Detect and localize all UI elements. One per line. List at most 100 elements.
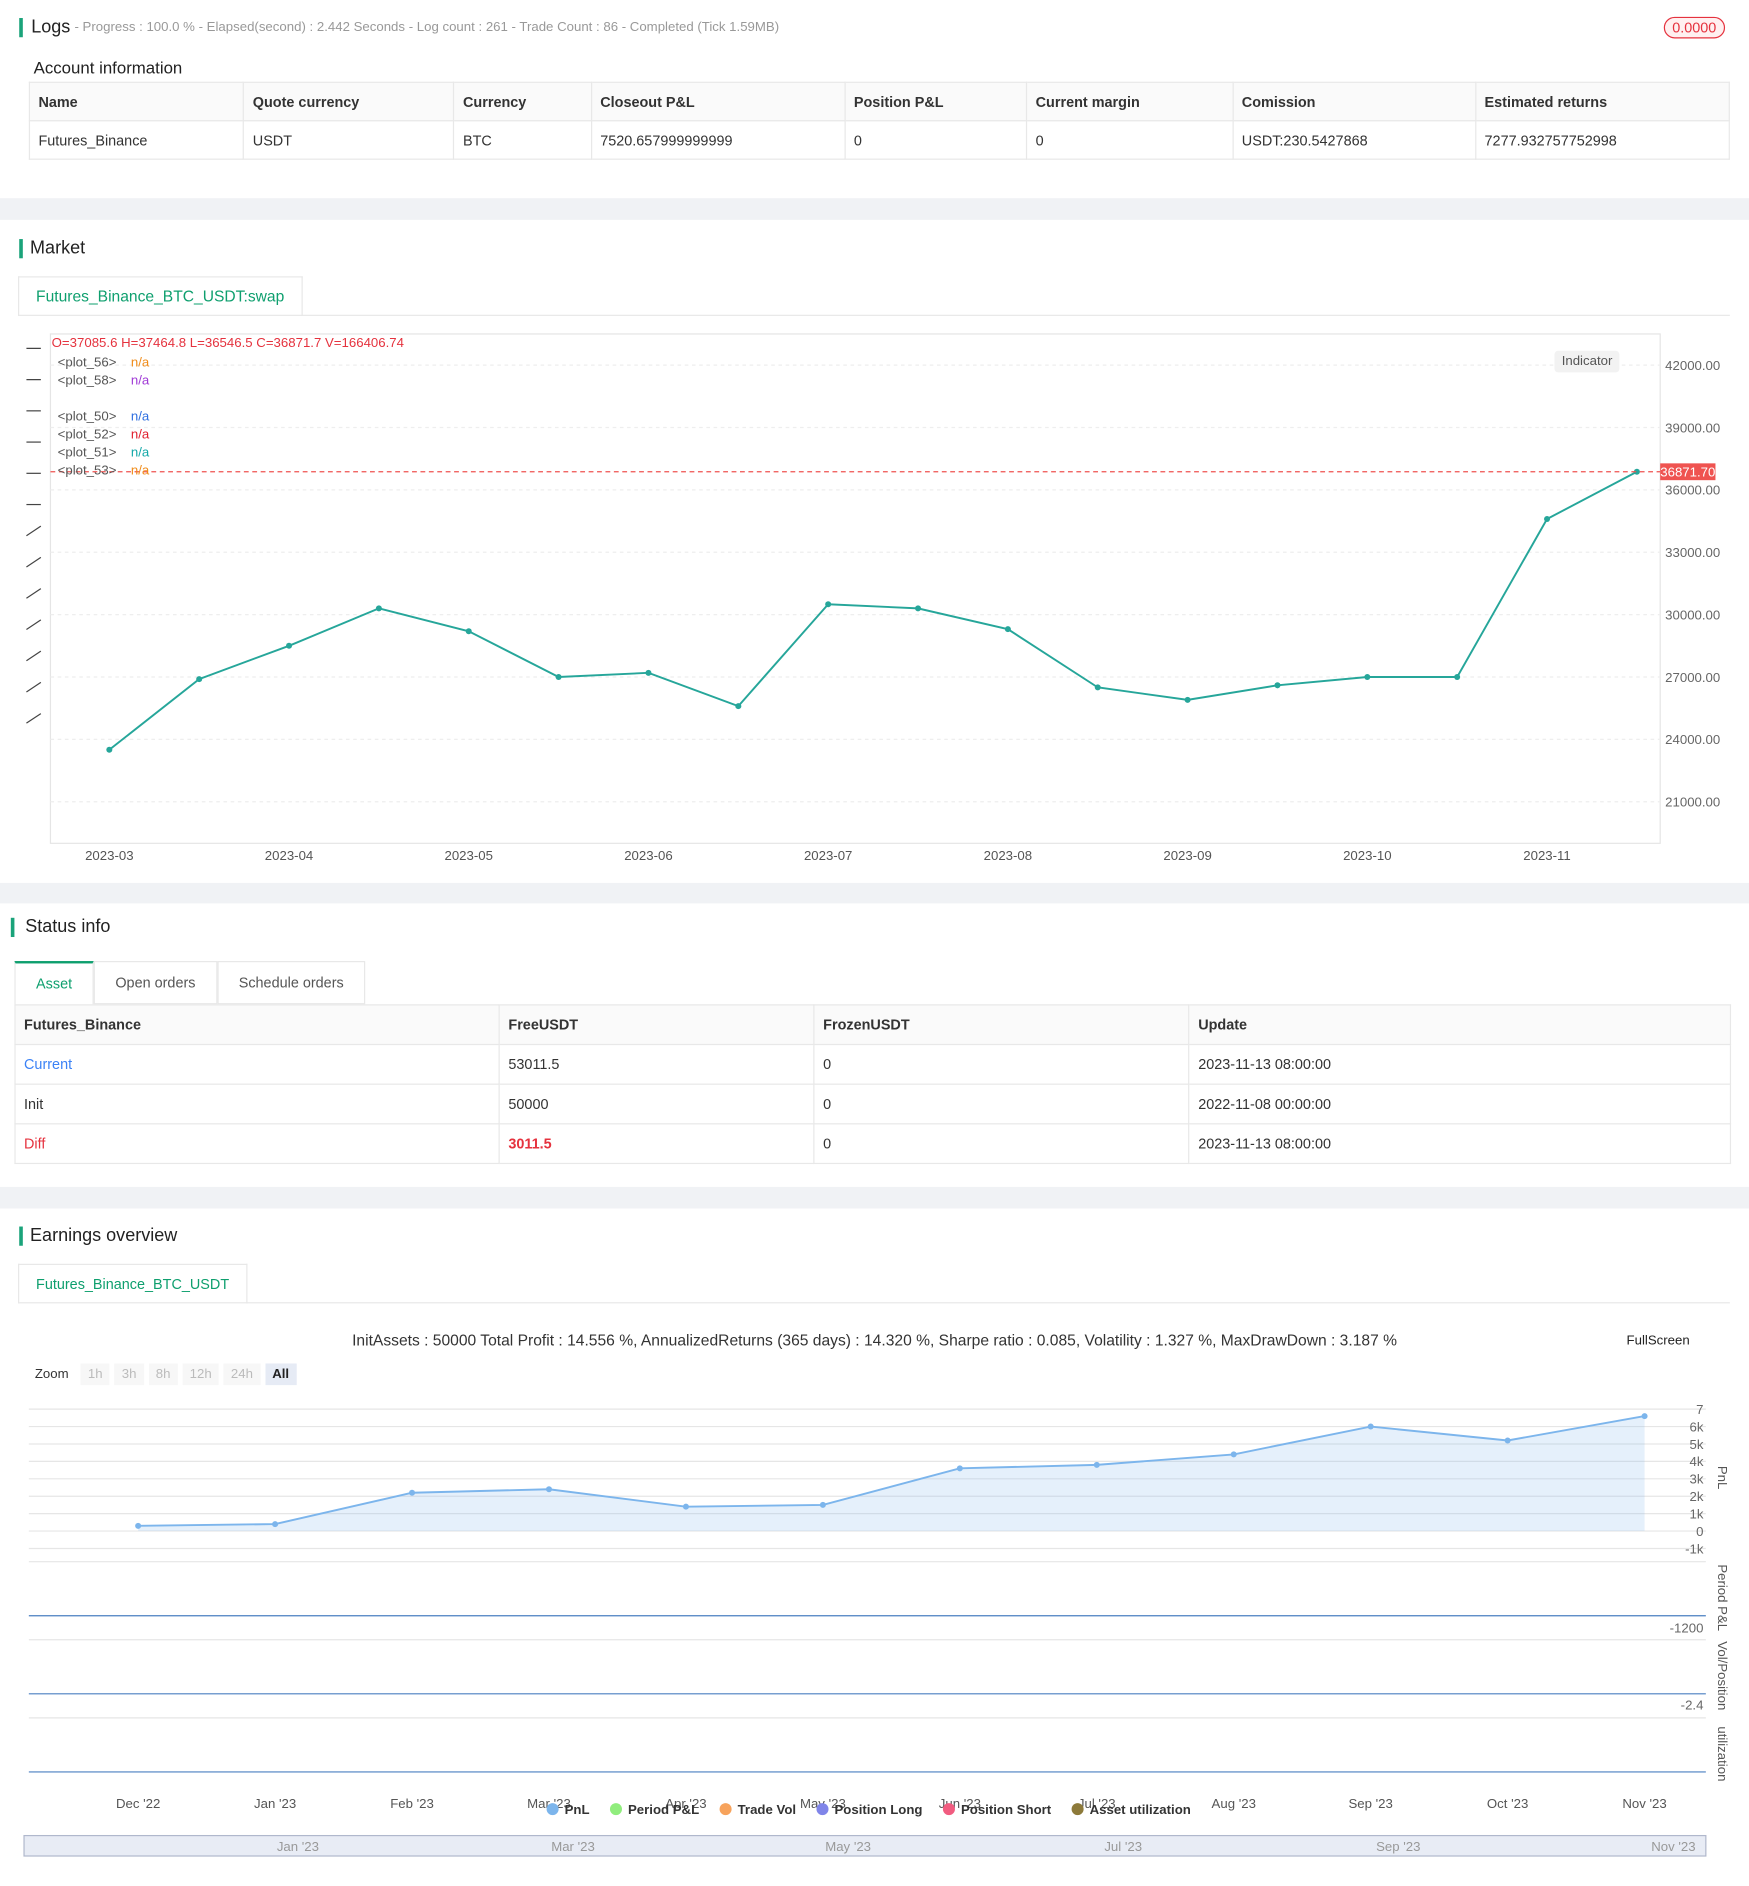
earnings-tab[interactable]: Futures_Binance_BTC_USDT: [18, 1263, 248, 1304]
x-tick-label: 2023-03: [85, 848, 133, 863]
x-tick-label: Apr '23: [665, 1796, 706, 1811]
y-tick-label: 5k: [1689, 1437, 1703, 1452]
legend-label[interactable]: Period P&L: [628, 1802, 699, 1817]
x-tick-label: Nov '23: [1622, 1796, 1666, 1811]
point: [915, 605, 922, 612]
x-tick-label: Jan '23: [254, 1796, 296, 1811]
row: Diff 3011.5 0 2023-11-13 08:00:00: [14, 1123, 1732, 1165]
x-tick-label: Dec '22: [116, 1796, 160, 1811]
point: [1274, 682, 1281, 689]
legend-label[interactable]: Position Long: [834, 1802, 922, 1817]
legend-label[interactable]: Trade Vol: [738, 1802, 796, 1817]
legend-marker: [609, 1803, 622, 1816]
x-tick-label: 2023-07: [804, 848, 852, 863]
legend-marker: [719, 1803, 732, 1816]
navigator-label: Jan '23: [277, 1839, 319, 1854]
header-cell: FreeUSDT: [498, 1004, 815, 1046]
zoom-button[interactable]: 12h: [182, 1363, 219, 1386]
accent: [10, 917, 15, 938]
zoom-bar: Zoom 1h 3h 8h 12h 24h All: [28, 1363, 301, 1386]
point: [1230, 1451, 1237, 1458]
x-tick-label: Sep '23: [1348, 1796, 1392, 1811]
axis-title: Vol/Position: [1715, 1641, 1730, 1710]
cell: Init: [14, 1083, 500, 1125]
point: [1633, 468, 1640, 475]
y-tick-label: 7: [1696, 1402, 1703, 1417]
point: [1093, 1461, 1100, 1468]
plot-entry: <plot_56> n/a: [58, 354, 150, 372]
point: [286, 642, 293, 649]
y-tick-label: 2k: [1689, 1489, 1703, 1504]
point: [1454, 673, 1461, 680]
legend-label[interactable]: Position Short: [961, 1802, 1052, 1817]
x-tick-label: Oct '23: [1487, 1796, 1528, 1811]
point: [1641, 1413, 1648, 1420]
area: [138, 1416, 1645, 1532]
cell: BTC: [453, 120, 592, 160]
tab-line: [18, 1302, 1730, 1304]
plot-name: <plot_58>: [57, 373, 117, 389]
zoom-button[interactable]: 1h: [80, 1363, 110, 1386]
y-tick-label: -1k: [1685, 1541, 1704, 1556]
separator: [0, 1186, 1749, 1209]
y-tick-label: 3k: [1689, 1472, 1703, 1487]
navigator-label: May '23: [825, 1839, 871, 1854]
cell: 0: [813, 1123, 1190, 1165]
point: [1094, 684, 1101, 691]
tool-icon: [26, 556, 42, 568]
plot-value: n/a: [130, 445, 150, 461]
series-line: [108, 470, 1638, 751]
zoom-button[interactable]: 8h: [148, 1363, 178, 1386]
x-tick-label: Mar '23: [527, 1796, 571, 1811]
zoom-button[interactable]: All: [264, 1363, 297, 1386]
zoom-button[interactable]: 24h: [223, 1363, 261, 1386]
x-tick-label: 2023-10: [1343, 848, 1391, 863]
point: [682, 1503, 689, 1510]
accent: [19, 239, 23, 259]
legend-label[interactable]: Asset utilization: [1090, 1802, 1191, 1817]
y-tick-label: 30000.00: [1665, 607, 1720, 622]
logs-title: Logs: [31, 16, 71, 38]
separator: [0, 882, 1749, 904]
point: [375, 605, 382, 612]
plot-name: <plot_50>: [57, 409, 117, 425]
x-tick-label: 2023-08: [984, 848, 1032, 863]
point: [1367, 1423, 1374, 1430]
market-tab[interactable]: Futures_Binance_BTC_USDT:swap: [18, 276, 303, 316]
legend-marker: [942, 1803, 955, 1816]
cell: 0: [844, 120, 1028, 160]
plot-legend: <plot_56> n/a <plot_58> n/a <plot_50> n/a <plo…: [58, 354, 150, 480]
point: [465, 628, 472, 635]
plot-frame: [49, 333, 1661, 844]
plot-name: <plot_56>: [57, 355, 117, 371]
navigator-label: Sep '23: [1376, 1839, 1420, 1854]
point: [1004, 626, 1011, 633]
plot-name: <plot_52>: [57, 427, 117, 443]
status-title: Status info: [25, 916, 111, 938]
legend-marker: [1071, 1803, 1084, 1816]
ohlc: O=37085.6 H=37464.8 L=36546.5 C=36871.7 …: [51, 336, 404, 351]
legend-marker: [546, 1803, 559, 1816]
indicator-button[interactable]: Indicator: [1554, 350, 1620, 373]
earnings-chart: -1k 0 1k 2k 3k 4k 5k 6k 7 Dec '22 Jan '23 Feb '23 Ma…: [23, 1402, 1730, 1857]
price-tag-label: 36871.70: [1660, 465, 1715, 480]
x-tick-label: Jul '23: [1078, 1796, 1116, 1811]
header-cell: FrozenUSDT: [813, 1004, 1190, 1046]
legend-label[interactable]: PnL: [565, 1802, 590, 1817]
cell: Diff: [14, 1123, 500, 1165]
series-line: [138, 1415, 1645, 1527]
plot-name: <plot_51>: [57, 445, 117, 461]
header-cell: Quote currency: [243, 81, 455, 122]
cell: 53011.5: [498, 1043, 815, 1085]
tab[interactable]: Asset: [14, 961, 94, 1005]
y-tick-label: 0: [1696, 1524, 1703, 1539]
fullscreen[interactable]: FullScreen: [1626, 1333, 1690, 1348]
tab[interactable]: Open orders: [93, 961, 218, 1005]
plot-name: <plot_53>: [57, 463, 117, 479]
zoom-button[interactable]: 3h: [114, 1363, 144, 1386]
tab[interactable]: Schedule orders: [217, 961, 366, 1005]
cell: 0: [1026, 120, 1234, 160]
account-title: Account information: [33, 57, 183, 77]
earnings-title: Earnings overview: [30, 1225, 178, 1246]
x-tick-label: 2023-09: [1163, 848, 1211, 863]
